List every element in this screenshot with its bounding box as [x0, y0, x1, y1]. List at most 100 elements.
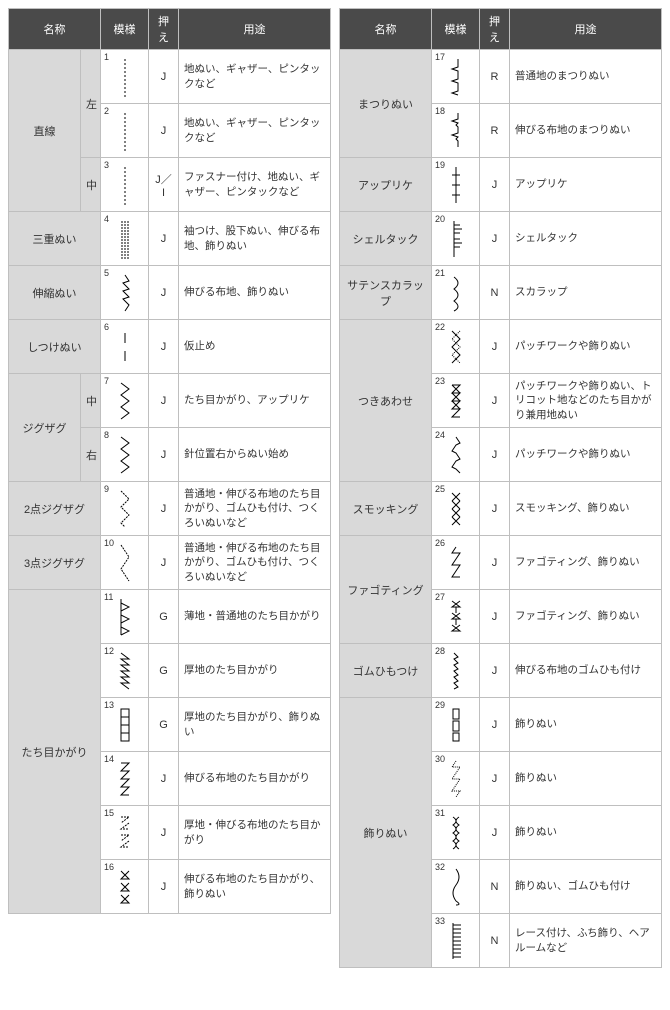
col-pattern-header: 模様	[101, 9, 149, 50]
stitch-use-cell: 厚地のたち目かがり	[179, 644, 331, 698]
stitch-name-cell: 2点ジグザグ	[9, 482, 101, 536]
overcast1-icon	[106, 597, 143, 637]
stitch-name-cell: サテンスカラップ	[340, 266, 432, 320]
stretch-icon	[106, 273, 143, 313]
stitch-pattern-cell: 9	[101, 482, 149, 536]
stitch-number: 5	[104, 268, 109, 278]
stitch-row: 伸縮ぬい5J伸びる布地、飾りぬい	[9, 266, 331, 320]
stitch-sub-cell: 中	[81, 374, 101, 428]
stitch-pattern-cell: 23	[432, 374, 480, 428]
stitch-pattern-cell: 4	[101, 212, 149, 266]
stitch-use-cell: 普通地・伸びる布地のたち目かがり、ゴムひも付け、つくろいぬいなど	[179, 536, 331, 590]
stitch-tables: 名称 模様 押え 用途 直線左1J地ぬい、ギャザー、ピンタックなど2J地ぬい、ギ…	[8, 8, 662, 968]
col-name-header: 名称	[340, 9, 432, 50]
stitch-name-cell: スモッキング	[340, 482, 432, 536]
stitch-use-cell: シェルタック	[510, 212, 662, 266]
stitch-number: 28	[435, 646, 445, 656]
straight-center-icon	[106, 165, 143, 205]
presser-foot-cell: J	[480, 212, 510, 266]
stitch-use-cell: 薄地・普通地のたち目かがり	[179, 590, 331, 644]
presser-foot-cell: J	[149, 752, 179, 806]
stitch-use-cell: 厚地のたち目かがり、飾りぬい	[179, 698, 331, 752]
stitch-pattern-cell: 32	[432, 860, 480, 914]
stitch-number: 26	[435, 538, 445, 548]
presser-foot-cell: J	[480, 590, 510, 644]
zigzag-right-icon	[106, 435, 143, 475]
presser-foot-cell: J	[480, 428, 510, 482]
joining1-icon	[437, 327, 474, 367]
stitch-pattern-cell: 22	[432, 320, 480, 374]
presser-foot-cell: J	[480, 806, 510, 860]
applique-icon	[437, 165, 474, 205]
stitch-row: 直線左1J地ぬい、ギャザー、ピンタックなど	[9, 50, 331, 104]
stitch-pattern-cell: 16	[101, 860, 149, 914]
stitch-number: 27	[435, 592, 445, 602]
stitch-pattern-cell: 13	[101, 698, 149, 752]
stitch-number: 13	[104, 700, 114, 710]
stitch-pattern-cell: 3	[101, 158, 149, 212]
basting-icon	[106, 327, 143, 367]
overcast4-icon	[106, 759, 143, 799]
overcast3-icon	[106, 705, 143, 745]
stitch-row: ジグザグ中7Jたち目かがり、アップリケ	[9, 374, 331, 428]
stitch-pattern-cell: 20	[432, 212, 480, 266]
presser-foot-cell: J	[149, 482, 179, 536]
triple-icon	[106, 219, 143, 259]
presser-foot-cell: J	[480, 482, 510, 536]
stitch-number: 7	[104, 376, 109, 386]
stitch-number: 3	[104, 160, 109, 170]
deco4-icon	[437, 867, 474, 907]
stitch-use-cell: 普通地のまつりぬい	[510, 50, 662, 104]
stitch-pattern-cell: 24	[432, 428, 480, 482]
stitch-pattern-cell: 6	[101, 320, 149, 374]
stitch-pattern-cell: 28	[432, 644, 480, 698]
stitch-name-cell: ファゴティング	[340, 536, 432, 644]
stitch-number: 2	[104, 106, 109, 116]
stitch-name-cell: ゴムひもつけ	[340, 644, 432, 698]
presser-foot-cell: J	[149, 212, 179, 266]
deco3-icon	[437, 813, 474, 853]
stitch-row: スモッキング25Jスモッキング、飾りぬい	[340, 482, 662, 536]
stitch-use-cell: スモッキング、飾りぬい	[510, 482, 662, 536]
elastic-icon	[437, 651, 474, 691]
stitch-use-cell: 飾りぬい、ゴムひも付け	[510, 860, 662, 914]
presser-foot-cell: J	[149, 50, 179, 104]
col-foot-header: 押え	[149, 9, 179, 50]
stitch-pattern-cell: 31	[432, 806, 480, 860]
stitch-pattern-cell: 27	[432, 590, 480, 644]
stitch-name-cell: 飾りぬい	[340, 698, 432, 968]
stitch-number: 21	[435, 268, 445, 278]
deco5-icon	[437, 921, 474, 961]
stitch-name-cell: 三重ぬい	[9, 212, 101, 266]
stitch-number: 4	[104, 214, 109, 224]
shell-icon	[437, 219, 474, 259]
presser-foot-cell: J	[480, 644, 510, 698]
stitch-sub-cell: 中	[81, 158, 101, 212]
stitch-use-cell: 地ぬい、ギャザー、ピンタックなど	[179, 50, 331, 104]
stitch-use-cell: 飾りぬい	[510, 698, 662, 752]
stitch-row: ゴムひもつけ28 J伸びる布地のゴムひも付け	[340, 644, 662, 698]
stitch-row: アップリケ19Jアップリケ	[340, 158, 662, 212]
presser-foot-cell: G	[149, 698, 179, 752]
stitch-use-cell: 仮止め	[179, 320, 331, 374]
stitch-number: 15	[104, 808, 114, 818]
stitch-pattern-cell: 7	[101, 374, 149, 428]
stitch-number: 14	[104, 754, 114, 764]
stitch-use-cell: 伸びる布地のたち目かがり	[179, 752, 331, 806]
zigzag3-icon	[106, 543, 143, 583]
overcast2-icon	[106, 651, 143, 691]
zigzag2-icon	[106, 489, 143, 529]
scallop-icon	[437, 273, 474, 313]
stitch-pattern-cell: 12	[101, 644, 149, 698]
stitch-pattern-cell: 14	[101, 752, 149, 806]
stitch-number: 30	[435, 754, 445, 764]
stitch-number: 1	[104, 52, 109, 62]
stitch-name-cell: 伸縮ぬい	[9, 266, 101, 320]
stitch-use-cell: 伸びる布地のゴムひも付け	[510, 644, 662, 698]
presser-foot-cell: J	[149, 806, 179, 860]
stitch-pattern-cell: 25	[432, 482, 480, 536]
stitch-name-cell: 直線	[9, 50, 81, 212]
presser-foot-cell: R	[480, 50, 510, 104]
stitch-use-cell: レース付け、ふち飾り、ヘアルームなど	[510, 914, 662, 968]
stitch-row: ファゴティング26Jファゴティング、飾りぬい	[340, 536, 662, 590]
